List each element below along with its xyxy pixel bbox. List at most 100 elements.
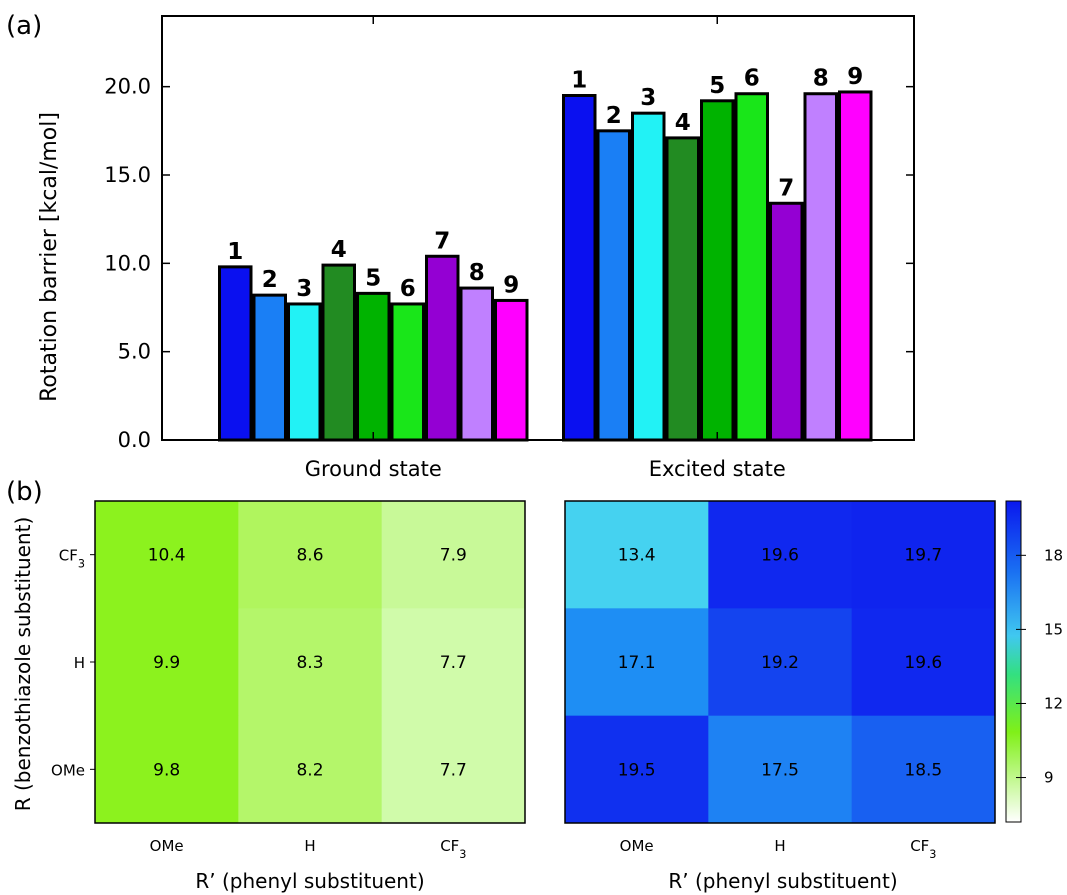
heatmap-y-tick-label: CF3 — [59, 547, 85, 571]
colorbar-ticks: 9 12 15 18 — [1016, 546, 1063, 787]
heatmap-cell — [851, 501, 996, 609]
heatmap-cell-value: 17.5 — [761, 760, 799, 780]
heatmap-cell-value: 7.7 — [440, 760, 467, 780]
heatmap-cell — [95, 715, 239, 824]
bar-data-label: 1 — [571, 68, 587, 94]
heatmap-cell — [851, 715, 996, 824]
bar-data-label: 2 — [606, 103, 622, 129]
bar-x-tick-label: Ground state — [305, 457, 442, 481]
bar-y-tick-label: 15.0 — [104, 163, 151, 187]
bar-x-tick-label: Excited state — [649, 457, 786, 481]
bar-data-label: 3 — [296, 276, 312, 302]
heatmap-x-tick-label: H — [774, 837, 785, 855]
bar — [218, 265, 253, 442]
heatmap-cell-value: 19.6 — [904, 653, 942, 673]
panel-a-label: (a) — [6, 11, 42, 41]
bar-data-label: 8 — [813, 66, 829, 92]
heatmap-cell — [708, 715, 853, 824]
heatmap-cell — [95, 608, 239, 717]
heatmap-cell-value: 17.1 — [618, 653, 656, 673]
bar-data-label: 4 — [675, 110, 691, 136]
bar-data-label: 1 — [227, 239, 243, 265]
bar — [562, 94, 597, 442]
bar-y-tick-label: 10.0 — [104, 251, 151, 275]
heatmap-cell-value: 9.8 — [153, 760, 180, 780]
heatmap-cell — [95, 501, 239, 609]
heatmap-cell — [851, 608, 996, 717]
heatmap-frame — [564, 500, 996, 824]
heatmap-y-axis-label: R (benzothiazole substituent) — [11, 517, 35, 812]
heatmap-cell — [565, 608, 709, 717]
heatmap-cell-value: 18.5 — [904, 760, 942, 780]
heatmap-cell — [381, 608, 526, 717]
heatmap-cell-value: 19.6 — [761, 546, 799, 566]
bar-data-label: 2 — [262, 267, 278, 293]
bar — [631, 111, 666, 442]
heatmap-x-tick-label: OMe — [620, 837, 654, 855]
bar-data-label: 6 — [744, 66, 760, 92]
colorbar-tick-label: 9 — [1044, 769, 1054, 787]
colorbar-tick-label: 18 — [1044, 546, 1063, 564]
bar-data-label: 4 — [331, 237, 347, 263]
heatmap-y-tick-label: OMe — [51, 761, 85, 779]
heatmap-frame — [94, 500, 526, 824]
colorbar-tick-label: 15 — [1044, 620, 1063, 638]
bar-y-ticks: 0.0 5.0 10.0 15.0 20.0 — [104, 75, 914, 452]
heatmap-x-tick-label: OMe — [150, 837, 184, 855]
bar-y-tick-label: 0.0 — [118, 428, 151, 452]
bar — [803, 92, 838, 442]
heatmap-cell-value: 8.6 — [296, 546, 323, 566]
colorbar — [1005, 500, 1022, 823]
bar — [665, 136, 700, 442]
bar-data-label: 7 — [778, 175, 794, 201]
heatmap-y-tick-label: H — [74, 654, 85, 672]
heatmap-cell-value: 19.7 — [904, 546, 942, 566]
heatmap-ground-state: 10.4 8.6 7.9 CF3 9.9 8.3 7.7 H 9.8 8.2 7.7 OMe OMe H C… — [51, 500, 526, 861]
bar-data-label: 5 — [365, 265, 381, 291]
heatmap-excited-state: 13.4 19.6 19.7 17.1 19.2 19.6 19.5 17.5 18.5 OMe H… — [564, 500, 996, 861]
bar-y-tick-label: 5.0 — [118, 340, 151, 364]
heatmap-cell-value: 10.4 — [148, 546, 186, 566]
bar — [838, 90, 873, 442]
heatmap-cell — [565, 501, 709, 609]
heatmap-cell — [708, 608, 853, 717]
heatmap-cell — [565, 715, 709, 824]
heatmap-x-tick-label: H — [304, 837, 315, 855]
bar — [425, 254, 460, 442]
heatmap-cell-value: 8.2 — [296, 760, 323, 780]
bar-plot-frame — [161, 15, 915, 441]
heatmap-cell — [238, 608, 383, 717]
heatmap-cell-value: 9.9 — [153, 653, 180, 673]
bar-data-label: 3 — [640, 85, 656, 111]
bar — [769, 201, 804, 442]
heatmap-cell-value: 7.9 — [440, 546, 467, 566]
bar — [459, 286, 494, 442]
bar-data-label: 7 — [434, 228, 450, 254]
bar-data-label: 5 — [709, 73, 725, 99]
heatmap-right-x-axis-label: R’ (phenyl substituent) — [668, 869, 897, 893]
bar — [321, 263, 356, 442]
bar — [356, 291, 391, 442]
bar-x-ticks: Ground state Excited state — [305, 16, 786, 481]
heatmap-x-tick-label: CF3 — [440, 837, 466, 861]
bar-data-label: 6 — [400, 276, 416, 302]
bar — [596, 129, 631, 442]
bar-y-axis-label: Rotation barrier [kcal/mol] — [37, 112, 62, 402]
heatmap-cell — [381, 501, 526, 609]
heatmap-cell-value: 13.4 — [618, 546, 656, 566]
bar — [700, 99, 735, 442]
bar — [734, 92, 769, 442]
bar-data-label: 9 — [847, 64, 863, 90]
heatmap-x-tick-label: CF3 — [910, 837, 936, 861]
heatmap-cell-value: 19.5 — [618, 760, 656, 780]
heatmap-cell-value: 19.2 — [761, 653, 799, 673]
colorbar-tick-label: 12 — [1044, 694, 1063, 712]
bar-data-label: 9 — [503, 272, 519, 298]
heatmap-cell-value: 7.7 — [440, 653, 467, 673]
bar-data-label: 8 — [469, 260, 485, 286]
heatmap-cell — [238, 715, 383, 824]
bar — [252, 293, 287, 442]
heatmap-cell — [381, 715, 526, 824]
